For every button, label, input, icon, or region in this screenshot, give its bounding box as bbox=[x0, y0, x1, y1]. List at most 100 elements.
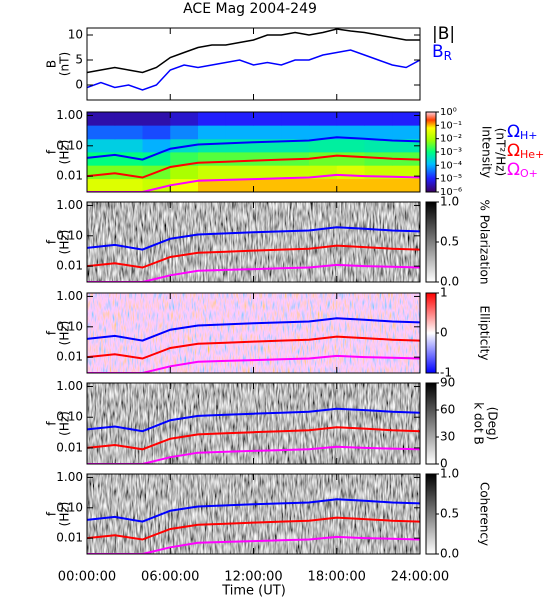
heatmap-cell bbox=[253, 112, 282, 126]
colorbar-tick-label: 10⁻⁶ bbox=[440, 187, 462, 198]
heatmap-cell bbox=[364, 138, 393, 153]
heatmap-cell bbox=[309, 112, 338, 126]
colorbar-tick-label: 10⁻⁵ bbox=[440, 174, 462, 185]
y-axis-label: (nT) bbox=[58, 52, 72, 76]
x-axis-label: Time (UT) bbox=[221, 584, 286, 599]
colorbar-tick-label: 10⁻² bbox=[440, 134, 462, 145]
y-tick-label: 1.00 bbox=[56, 108, 83, 122]
heatmap-cell bbox=[309, 138, 338, 153]
x-tick-label: 24:00:00 bbox=[391, 570, 449, 585]
series-line bbox=[87, 498, 420, 523]
colorbar-tick-label: 1.0 bbox=[440, 467, 459, 481]
heatmap-cell bbox=[225, 112, 254, 126]
heatmap-cell bbox=[170, 125, 199, 140]
colorbar bbox=[425, 382, 437, 465]
colorbar-tick-label: -1 bbox=[440, 366, 452, 380]
colorbar-label: Coherency bbox=[478, 482, 492, 546]
heatmap-cell bbox=[281, 112, 310, 126]
colorbar-tick-label: 10⁻¹ bbox=[440, 120, 462, 131]
heatmap-cell bbox=[392, 125, 420, 140]
heatmap-cell bbox=[87, 138, 116, 153]
series-line bbox=[87, 426, 420, 451]
legend-entry: BR bbox=[432, 42, 452, 63]
colorbar-tick-label: 0.0 bbox=[440, 547, 459, 561]
y-tick-label: 0.10 bbox=[56, 138, 83, 152]
heatmap-cell bbox=[309, 151, 338, 166]
y-tick-label: 0.01 bbox=[56, 259, 83, 273]
heatmap-cell bbox=[142, 112, 171, 126]
heatmap-cell bbox=[281, 165, 310, 180]
heatmap-cell bbox=[87, 178, 116, 192]
legend-name: Ω bbox=[507, 141, 520, 161]
heatmap-cell bbox=[364, 125, 393, 140]
heatmap-cell bbox=[170, 112, 199, 126]
colorbar-label: k dot B bbox=[472, 402, 486, 444]
heatmap-cell bbox=[336, 138, 365, 153]
heatmap-cell bbox=[114, 138, 143, 153]
heatmap-cell bbox=[225, 178, 254, 192]
series-line bbox=[87, 49, 420, 91]
y-tick-label: 0.10 bbox=[56, 319, 83, 333]
legend-subscript: R bbox=[444, 49, 452, 63]
legend-entry: ΩO+ bbox=[507, 160, 538, 180]
colorbar-tick-label: 0 bbox=[440, 326, 448, 340]
heatmap-cell bbox=[364, 112, 393, 126]
heatmap-cell bbox=[225, 151, 254, 166]
y-axis-label: f bbox=[45, 149, 59, 154]
heatmap-cell bbox=[142, 151, 171, 166]
y-tick-label: 0.01 bbox=[56, 440, 83, 454]
x-tick-label: 06:00:00 bbox=[141, 570, 199, 585]
y-tick-label: 1.00 bbox=[56, 470, 83, 484]
y-axis-label: (Hz) bbox=[58, 140, 72, 165]
plot-area bbox=[87, 28, 420, 91]
legend-name: Ω bbox=[507, 122, 520, 142]
series-line bbox=[87, 516, 420, 541]
colorbar-tick-label: 60 bbox=[440, 403, 455, 417]
legend-name: |B| bbox=[432, 24, 455, 44]
y-tick-label: 0.10 bbox=[56, 410, 83, 424]
heatmap-cell bbox=[198, 125, 227, 140]
panel-frame bbox=[86, 27, 421, 101]
y-tick-label: 1.00 bbox=[56, 379, 83, 393]
legend-subscript: He+ bbox=[520, 148, 544, 161]
heatmap-cell bbox=[198, 178, 227, 192]
legend-entry: ΩHe+ bbox=[507, 141, 544, 161]
series-line bbox=[87, 354, 420, 373]
plot-area bbox=[87, 293, 420, 373]
heatmap-cell bbox=[392, 138, 420, 153]
heatmap-cell bbox=[281, 125, 310, 140]
colorbar-label: Ellipticity bbox=[478, 306, 492, 361]
y-axis-label: (Hz) bbox=[58, 230, 72, 255]
heatmap-cell bbox=[309, 178, 338, 192]
legend-subscript: O+ bbox=[520, 167, 538, 180]
heatmap-cell bbox=[170, 151, 199, 166]
heatmap-cell bbox=[87, 125, 116, 140]
heatmap-cell bbox=[281, 138, 310, 153]
y-axis-label: f bbox=[45, 421, 59, 426]
colorbar-tick-label: 0.5 bbox=[440, 235, 459, 249]
heatmap-cell bbox=[336, 151, 365, 166]
y-tick-label: 0 bbox=[75, 78, 83, 92]
series-line bbox=[87, 173, 420, 192]
colorbar-tick-label: 10⁻³ bbox=[440, 147, 462, 158]
heatmap-cell bbox=[142, 178, 171, 192]
series-line bbox=[87, 445, 420, 464]
heatmap-cell bbox=[253, 125, 282, 140]
y-tick-label: 0.01 bbox=[56, 169, 83, 183]
series-line bbox=[87, 535, 420, 554]
heatmap-cell bbox=[198, 138, 227, 153]
series-line bbox=[87, 263, 420, 282]
colorbar-tick-label: 0.5 bbox=[440, 507, 459, 521]
series-line bbox=[87, 244, 420, 269]
y-axis-label: (Hz) bbox=[58, 321, 72, 346]
heatmap-cell bbox=[392, 165, 420, 180]
legend-subscript: H+ bbox=[520, 129, 538, 142]
heatmap-cell bbox=[336, 112, 365, 126]
heatmap-cell bbox=[309, 125, 338, 140]
heatmap-cell bbox=[392, 112, 420, 126]
heatmap-cell bbox=[114, 125, 143, 140]
colorbar-tick-label: 90 bbox=[440, 376, 455, 390]
y-axis-label: f bbox=[45, 330, 59, 335]
plot-area bbox=[87, 383, 420, 464]
